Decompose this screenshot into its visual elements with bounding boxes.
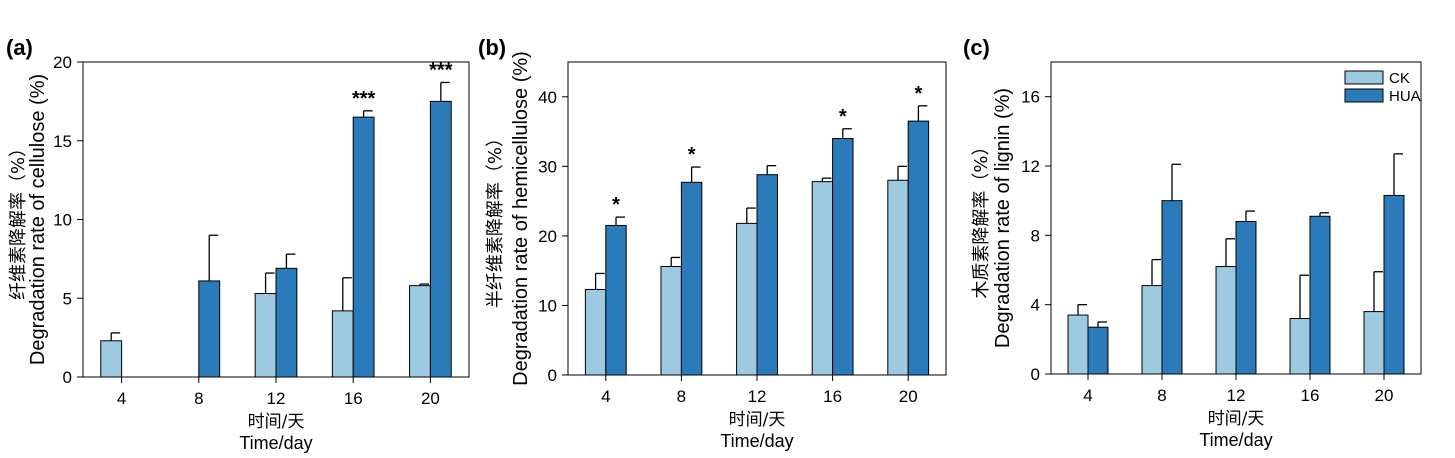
significance-marker: *** xyxy=(429,59,453,81)
y-tick-label: 10 xyxy=(53,211,72,230)
y-axis-label-zh: 木质素降解率（%） xyxy=(971,137,992,298)
y-axis-label-zh: 半纤维素降解率（%） xyxy=(485,129,506,308)
x-tick-label: 4 xyxy=(601,387,610,406)
y-tick-label: 30 xyxy=(538,157,557,176)
bar-hua xyxy=(1087,326,1109,375)
legend-label: HUA xyxy=(1389,88,1421,105)
bar-ck xyxy=(736,222,758,376)
x-tick-label: 20 xyxy=(421,389,440,408)
x-axis-label-zh: 时间/天 xyxy=(248,412,305,432)
x-tick-label: 16 xyxy=(344,389,363,408)
y-tick-label: 40 xyxy=(538,88,557,107)
x-axis-label: Time/day xyxy=(720,431,793,451)
bar-hua xyxy=(429,100,452,378)
bar-ck xyxy=(254,293,277,378)
bar-hua xyxy=(198,280,221,378)
x-tick-label: 20 xyxy=(1375,386,1394,405)
bar-ck xyxy=(811,181,834,376)
y-tick-label: 15 xyxy=(53,132,72,151)
y-tick-label: 20 xyxy=(53,53,72,72)
x-tick-label: 16 xyxy=(823,387,842,406)
bar-hua xyxy=(756,174,778,376)
significance-marker: * xyxy=(688,144,696,166)
significance-marker: *** xyxy=(352,88,376,110)
y-tick-label: 20 xyxy=(538,227,557,246)
legend-swatch-ck xyxy=(1344,70,1384,85)
y-axis-label: Degradation rate of cellulose (%) xyxy=(27,74,49,365)
bar-hua xyxy=(1383,194,1405,375)
x-tick-label: 4 xyxy=(117,389,126,408)
bar-ck xyxy=(1289,318,1311,375)
bar-ck xyxy=(887,179,909,376)
x-axis-label: Time/day xyxy=(1199,430,1272,450)
x-tick-label: 20 xyxy=(899,387,918,406)
bar-ck xyxy=(331,310,354,378)
bar-hua xyxy=(352,116,375,378)
bar-ck xyxy=(100,340,123,378)
bar-ck xyxy=(409,285,431,378)
panel-label: (c) xyxy=(963,35,990,60)
y-axis-label-zh: 纤维素降解率（%） xyxy=(8,139,29,300)
bar-ck xyxy=(1363,311,1385,375)
y-axis-label: Degradation rate of lignin (%) xyxy=(992,88,1014,348)
y-tick-label: 0 xyxy=(548,366,557,385)
x-tick-label: 16 xyxy=(1301,386,1320,405)
x-tick-label: 8 xyxy=(1157,386,1166,405)
y-tick-label: 0 xyxy=(1031,365,1040,384)
x-tick-label: 8 xyxy=(677,387,686,406)
y-tick-label: 10 xyxy=(538,296,557,315)
y-tick-label: 8 xyxy=(1031,226,1040,245)
bar-hua xyxy=(832,138,854,376)
bar-hua xyxy=(605,224,627,376)
legend-label: CK xyxy=(1389,70,1410,87)
significance-marker: * xyxy=(915,83,923,105)
panel-label: (b) xyxy=(478,35,506,60)
x-axis-label-zh: 时间/天 xyxy=(1208,409,1265,429)
bar-ck xyxy=(1141,285,1163,375)
x-tick-label: 12 xyxy=(267,389,286,408)
bar-ck xyxy=(1215,266,1237,375)
x-tick-label: 12 xyxy=(748,387,767,406)
panel-label: (a) xyxy=(6,35,33,60)
bar-hua xyxy=(907,120,930,376)
x-axis-label: Time/day xyxy=(239,433,312,453)
x-tick-label: 4 xyxy=(1083,386,1092,405)
legend-swatch-hua xyxy=(1344,88,1384,103)
x-axis-label-zh: 时间/天 xyxy=(729,410,786,430)
y-tick-label: 5 xyxy=(63,289,72,308)
bar-ck xyxy=(1067,314,1089,375)
bar-hua xyxy=(1161,200,1183,375)
significance-marker: * xyxy=(612,194,620,216)
y-axis-label: Degradation rate of hemicellulose (%) xyxy=(510,51,532,386)
bar-hua xyxy=(680,181,703,376)
bar-hua xyxy=(275,267,298,378)
x-tick-label: 8 xyxy=(194,389,203,408)
y-tick-label: 4 xyxy=(1031,296,1040,315)
y-tick-label: 12 xyxy=(1021,157,1040,176)
bar-ck xyxy=(584,288,607,376)
bar-hua xyxy=(1309,215,1331,375)
significance-marker: * xyxy=(839,106,847,128)
x-tick-label: 12 xyxy=(1227,386,1246,405)
bar-hua xyxy=(1235,220,1257,375)
bar-ck xyxy=(660,265,682,376)
y-tick-label: 0 xyxy=(63,368,72,387)
y-tick-label: 16 xyxy=(1021,88,1040,107)
